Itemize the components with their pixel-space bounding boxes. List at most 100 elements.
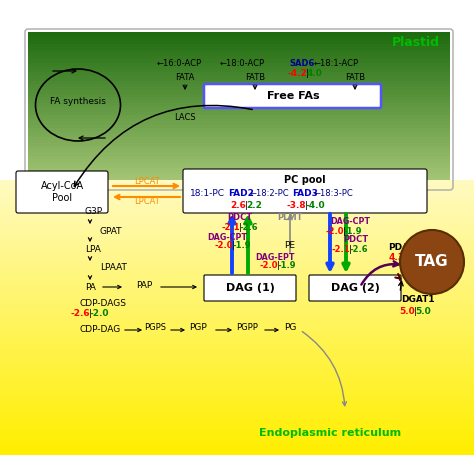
Bar [0,195,474,200]
Bar [0,360,474,365]
Text: Free FAs: Free FAs [267,91,319,101]
Text: ←18:0-ACP: ←18:0-ACP [220,59,265,67]
Bar [0,270,474,275]
Text: |: | [348,244,351,253]
Bar [28,180,450,184]
Bar [0,290,474,295]
Bar [0,210,474,215]
Text: DAG-CPT: DAG-CPT [330,217,370,227]
Bar [0,365,474,370]
Bar [28,91,450,94]
Text: -2.1: -2.1 [221,222,240,232]
Bar [0,180,474,185]
Bar [0,270,474,275]
Text: DAG-CPT: DAG-CPT [207,233,247,242]
Bar [0,450,474,455]
Text: FAD2: FAD2 [228,189,254,198]
Bar [28,183,450,187]
Text: |: | [413,308,417,317]
Bar [0,225,474,230]
Bar [28,125,450,128]
Bar [28,38,450,41]
Text: PC pool: PC pool [284,175,326,185]
Bar [0,400,474,405]
Bar [0,300,474,305]
Bar [0,255,474,260]
Bar [0,245,474,250]
Bar [28,100,450,103]
Bar [28,106,450,110]
Bar [0,280,474,285]
Text: |: | [276,262,280,271]
Bar [0,185,474,190]
Bar [0,415,474,420]
Text: CDP-DAGS: CDP-DAGS [80,298,127,308]
Bar [28,174,450,178]
Text: FAD3: FAD3 [292,189,318,198]
Text: PA: PA [85,283,96,292]
Text: ←18:2-PC: ←18:2-PC [250,189,290,198]
Bar [0,215,474,220]
Bar [0,0,474,192]
Bar [0,275,474,280]
Text: -3.8: -3.8 [286,202,306,211]
Bar [28,56,450,60]
Text: 4.0: 4.0 [307,69,323,77]
Text: LPCAT: LPCAT [134,177,160,186]
Bar [0,325,474,330]
Text: DAG-EPT: DAG-EPT [255,253,295,262]
Text: -1.9: -1.9 [233,242,252,251]
Text: CDP-DAG: CDP-DAG [80,325,121,334]
Text: PDAT2: PDAT2 [389,243,421,252]
Bar [28,75,450,79]
Bar [28,31,450,35]
Bar [0,345,474,350]
FancyBboxPatch shape [204,84,381,108]
Bar [28,44,450,47]
Bar [28,143,450,147]
Text: FATB: FATB [345,72,365,81]
Bar [28,78,450,81]
Text: |: | [232,242,235,251]
Bar [28,127,450,131]
Text: TAG: TAG [415,254,449,269]
Bar [0,310,474,315]
Bar [0,265,474,270]
Bar [0,255,474,260]
Bar [0,230,474,235]
Bar [0,335,474,340]
Bar [28,72,450,76]
FancyBboxPatch shape [183,169,427,213]
Text: GPAT: GPAT [100,227,122,236]
Bar [0,385,474,390]
Text: -2.6: -2.6 [350,244,369,253]
Bar [28,115,450,119]
Text: PDCT: PDCT [344,236,369,244]
Text: PGP: PGP [189,324,207,333]
Bar [0,320,474,325]
Bar [0,350,474,355]
Bar [28,134,450,137]
Circle shape [400,230,464,294]
Text: ←18:3-PC: ←18:3-PC [314,189,354,198]
Bar [0,200,474,205]
Bar [0,250,474,255]
Bar [0,200,474,205]
Bar [0,305,474,310]
Bar [28,96,450,100]
Bar [0,310,474,315]
Bar [0,245,474,250]
Text: -2.6: -2.6 [70,309,90,318]
Bar [28,81,450,85]
Bar [0,280,474,285]
Bar [0,390,474,395]
Bar [28,62,450,66]
Bar [28,35,450,38]
Bar [0,355,474,360]
Bar [0,380,474,385]
Text: PLMT: PLMT [277,212,303,222]
Bar [0,400,474,405]
Bar [0,315,474,320]
Text: |: | [304,202,308,211]
Text: -1.9: -1.9 [344,227,363,236]
